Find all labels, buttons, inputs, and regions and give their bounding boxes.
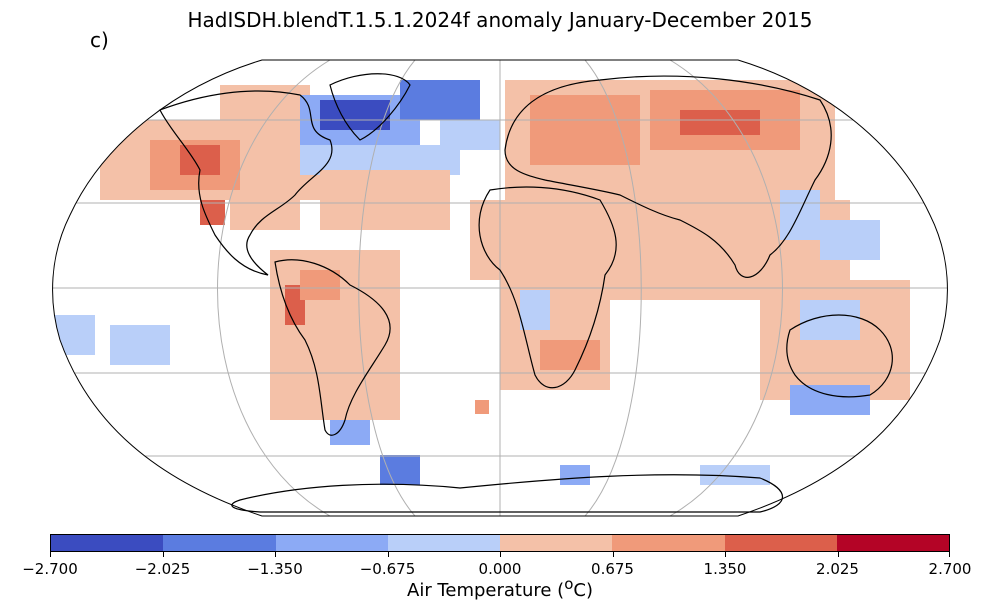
cell [560, 465, 590, 485]
colorbar-bin-2 [275, 535, 388, 551]
colorbar-tick [162, 552, 164, 557]
greenland-outline [329, 73, 411, 141]
colorbar-tick [725, 552, 726, 557]
colorbar-tick-label: 2.700 [928, 560, 972, 578]
colorbar-tick-label: −1.350 [247, 560, 303, 578]
colorbar-tick-labels: −2.700 −2.025 −1.350 −0.675 0.000 0.675 1.350 2… [22, 560, 971, 580]
cell [540, 340, 600, 370]
coastlines [159, 73, 893, 513]
cell [380, 455, 420, 485]
colorbar-bin-7 [836, 535, 949, 551]
cell [530, 95, 640, 165]
colorbar-tick-label: −2.700 [22, 560, 78, 578]
colorbar-tick-label: −2.025 [134, 560, 191, 578]
colorbar-bin-5 [612, 535, 725, 551]
chart-title: HadISDH.blendT.1.5.1.2024f anomaly Janua… [187, 8, 813, 32]
colorbar-tick-label: 0.000 [478, 560, 522, 578]
cell [330, 420, 370, 445]
colorbar-tick [949, 552, 950, 557]
colorbar-label-prefix: Air Temperature ( [407, 580, 565, 601]
robinson-map [52, 59, 948, 517]
colorbar-bin-4 [500, 535, 613, 551]
cell [440, 120, 500, 150]
colorbar-tick [837, 552, 839, 557]
map-border [52, 59, 948, 517]
cell [700, 465, 770, 485]
cell [230, 200, 300, 230]
cell [780, 190, 820, 240]
colorbar-bin-6 [724, 535, 837, 551]
south-america-outline [274, 259, 391, 436]
colorbar-ticks [50, 552, 950, 562]
panel-label: c) [90, 28, 109, 52]
colorbar-bin-1 [163, 535, 276, 551]
cell [320, 100, 390, 130]
cell [320, 170, 450, 230]
eurasia-outline [504, 75, 832, 278]
cell [790, 385, 870, 415]
graticule [52, 60, 948, 516]
colorbar-bin-0 [51, 535, 164, 551]
cell [470, 200, 600, 280]
colorbar-tick-label: 0.675 [591, 560, 634, 578]
cell [300, 270, 340, 300]
antarctica-outline [231, 474, 783, 513]
colorbar-label-suffix: C) [573, 580, 593, 601]
colorbar-tick [387, 552, 389, 557]
colorbar-tick-label: 1.350 [703, 560, 747, 578]
colorbar-tick [275, 552, 276, 557]
cell [200, 200, 225, 225]
anomaly-grid [55, 80, 910, 485]
cell [55, 315, 95, 355]
colorbar-label-super: o [564, 575, 574, 593]
cell [400, 80, 480, 120]
cell [680, 110, 760, 135]
colorbar-tick [50, 552, 51, 557]
cell [475, 400, 489, 414]
colorbar-tick-label: −0.675 [359, 560, 416, 578]
north-america-outline [159, 90, 333, 276]
colorbar-bin-3 [387, 535, 500, 551]
cell [110, 325, 170, 365]
australia-outline [786, 314, 893, 398]
cell [820, 220, 880, 260]
colorbar-tick [500, 552, 501, 557]
colorbar [50, 534, 950, 552]
colorbar-tick [612, 552, 614, 557]
africa-outline [478, 186, 617, 389]
cell [520, 290, 550, 330]
cell [500, 280, 610, 390]
colorbar-label: Air Temperature (oC) [0, 575, 1000, 601]
colorbar-tick-label: 2.025 [816, 560, 859, 578]
